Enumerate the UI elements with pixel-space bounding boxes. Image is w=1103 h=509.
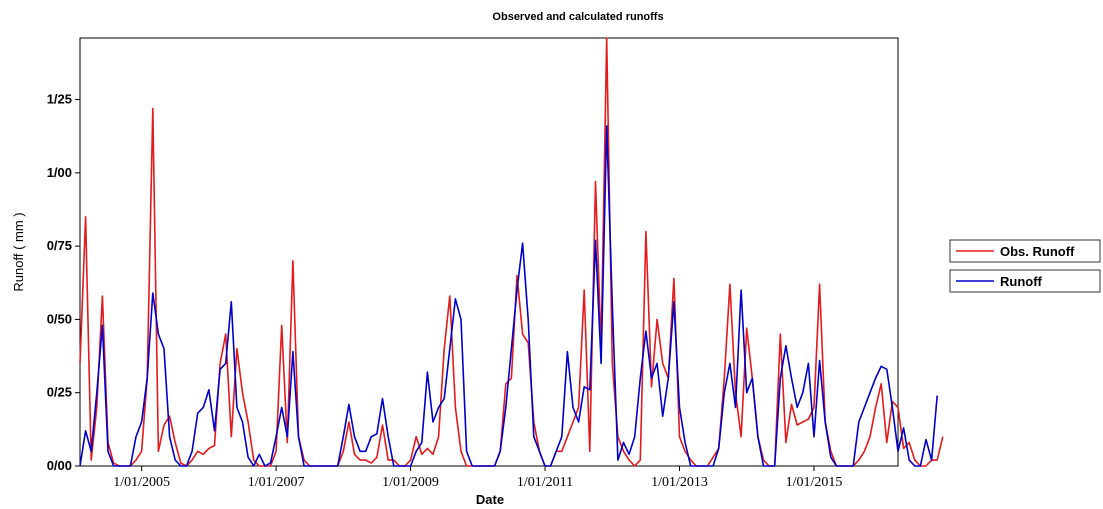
- legend-label-obs-runoff: Obs. Runoff: [1000, 244, 1075, 259]
- series-layer: [79, 37, 944, 467]
- plot-area: [79, 37, 899, 467]
- series-line-obs-runoff: [79, 37, 944, 467]
- legend-item-obs-runoff-box: [949, 239, 1101, 263]
- legend-item-runoff-box: [949, 269, 1101, 293]
- legend: Obs. Runoff Runoff: [949, 239, 1101, 293]
- y-axis-label: Runoff ( mm ): [11, 212, 26, 291]
- x-tick-label: 1/01/2013: [651, 475, 708, 490]
- x-tick-label: 1/01/2007: [248, 475, 305, 490]
- legend-label-runoff: Runoff: [1000, 274, 1043, 289]
- x-tick-label: 1/01/2009: [382, 475, 439, 490]
- y-axis-ticks: 0/00 0/25 0/50 0/75 1/00 1/25: [47, 92, 80, 473]
- x-tick-label: 1/01/2005: [113, 475, 170, 490]
- y-tick-label: 1/25: [47, 92, 72, 107]
- x-tick-label: 1/01/2015: [786, 475, 843, 490]
- y-tick-label: 0/50: [47, 311, 72, 326]
- y-tick-label: 0/75: [47, 238, 72, 253]
- y-tick-label: 0/00: [47, 458, 72, 473]
- y-tick-label: 1/00: [47, 165, 72, 180]
- x-axis-ticks: 1/01/2005 1/01/2007 1/01/2009 1/01/2011 1/01…: [113, 466, 842, 490]
- series-line-runoff: [79, 125, 938, 467]
- y-tick-label: 0/25: [47, 385, 72, 400]
- chart-title: Observed and calculated runoffs: [492, 11, 663, 23]
- x-tick-label: 1/01/2011: [517, 475, 573, 490]
- x-axis-label: Date: [476, 492, 504, 507]
